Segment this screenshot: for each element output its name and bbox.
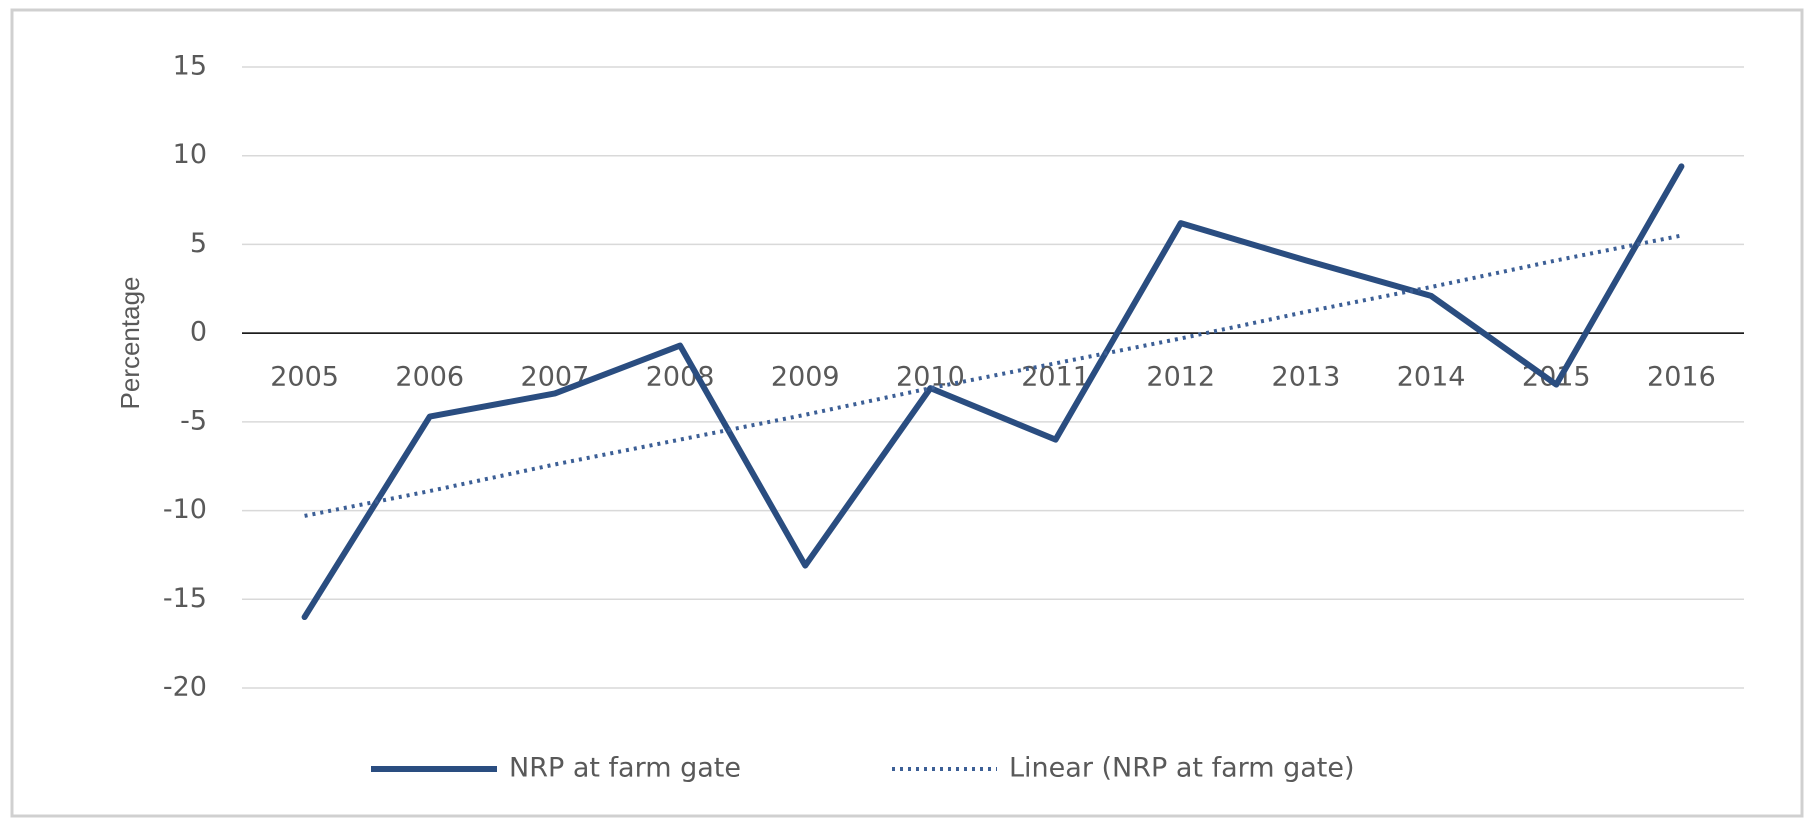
y-tick-label: 5 (190, 228, 207, 259)
y-axis-label: Percentage (115, 277, 145, 410)
legend-label: NRP at farm gate (509, 753, 741, 784)
x-tick-label: 2011 (1021, 362, 1090, 393)
legend-label: Linear (NRP at farm gate) (1009, 753, 1355, 784)
chart-frame (10, 8, 1804, 818)
series-line (304, 233, 1682, 518)
x-tick-label: 2014 (1397, 362, 1466, 393)
y-tick-label: 10 (173, 139, 207, 170)
x-tick-label: 2005 (270, 362, 339, 393)
x-tick-label: 2012 (1146, 362, 1215, 393)
y-tick-label: 15 (173, 51, 207, 82)
x-tick-label: 2009 (771, 362, 840, 393)
y-tick-label: -20 (163, 672, 207, 703)
y-tick-label: -15 (163, 583, 207, 614)
x-tick-label: 2013 (1272, 362, 1341, 393)
x-tick-label: 2007 (521, 362, 590, 393)
y-tick-label: -10 (163, 494, 207, 525)
y-tick-label: -5 (180, 405, 207, 436)
y-tick-label: 0 (190, 317, 207, 348)
x-tick-label: 2016 (1647, 362, 1716, 393)
x-tick-label: 2006 (395, 362, 464, 393)
series-line (301, 163, 1685, 621)
